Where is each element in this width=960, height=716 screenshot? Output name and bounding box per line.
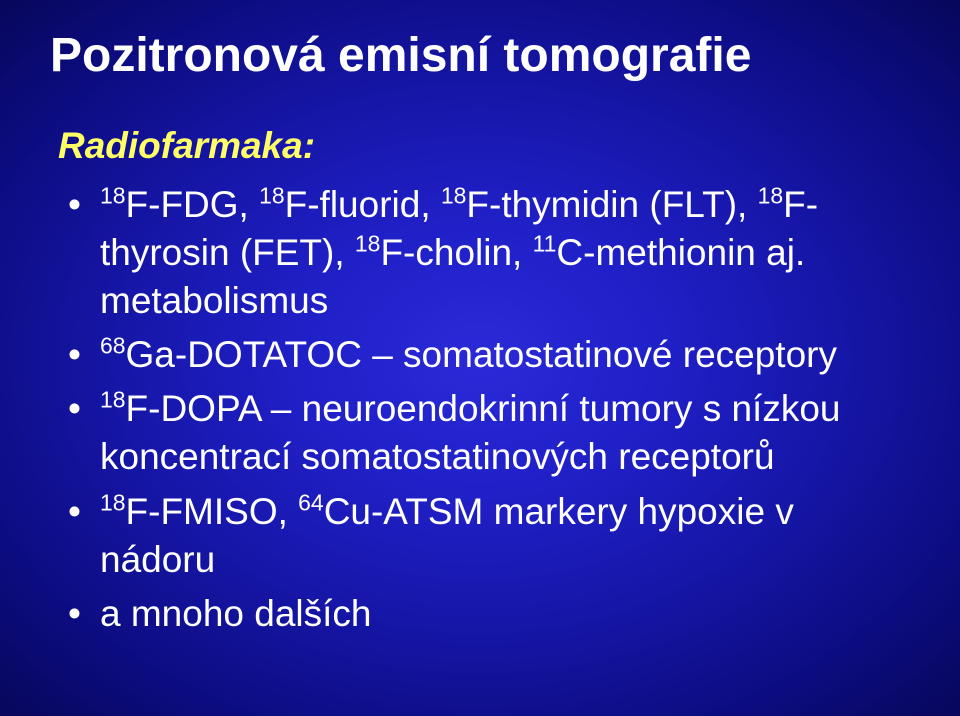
bullet-text: F-FDG, — [126, 184, 260, 225]
superscript: 18 — [100, 183, 126, 209]
bullet-text: F-fluorid, — [285, 184, 441, 225]
bullet-text: F-DOPA – neuroendokrinní tumory s nízkou… — [100, 388, 841, 477]
superscript: 18 — [441, 183, 467, 209]
bullet-item: 18F-FMISO, 64Cu-ATSM markery hypoxie v n… — [60, 488, 910, 584]
slide: Pozitronová emisní tomografie Radiofarma… — [0, 0, 960, 716]
bullet-item: 18F-DOPA – neuroendokrinní tumory s nízk… — [60, 385, 910, 481]
bullet-text: F-cholin, — [380, 232, 532, 273]
bullet-text: metabolismus — [100, 277, 910, 325]
superscript: 18 — [259, 183, 285, 209]
slide-subtitle: Radiofarmaka: — [58, 125, 910, 167]
superscript: 18 — [100, 387, 126, 413]
superscript: 18 — [100, 489, 126, 515]
superscript: 64 — [298, 489, 324, 515]
superscript: 18 — [758, 183, 784, 209]
superscript: 18 — [355, 231, 381, 257]
bullet-text: a mnoho dalších — [100, 593, 372, 634]
bullet-item: 68Ga-DOTATOC – somatostatinové receptory — [60, 331, 910, 379]
bullet-item: a mnoho dalších — [60, 590, 910, 638]
slide-title: Pozitronová emisní tomografie — [50, 28, 910, 83]
bullet-text: F-FMISO, — [126, 491, 299, 532]
bullet-text: C-methionin aj. — [556, 232, 805, 273]
bullet-text: Ga-DOTATOC – somatostatinové receptory — [126, 334, 837, 375]
superscript: 11 — [533, 231, 557, 257]
bullet-list: 18F-FDG, 18F-fluorid, 18F-thymidin (FLT)… — [50, 181, 910, 638]
bullet-text: F-thymidin (FLT), — [466, 184, 757, 225]
superscript: 68 — [100, 333, 126, 359]
bullet-item: 18F-FDG, 18F-fluorid, 18F-thymidin (FLT)… — [60, 181, 910, 325]
